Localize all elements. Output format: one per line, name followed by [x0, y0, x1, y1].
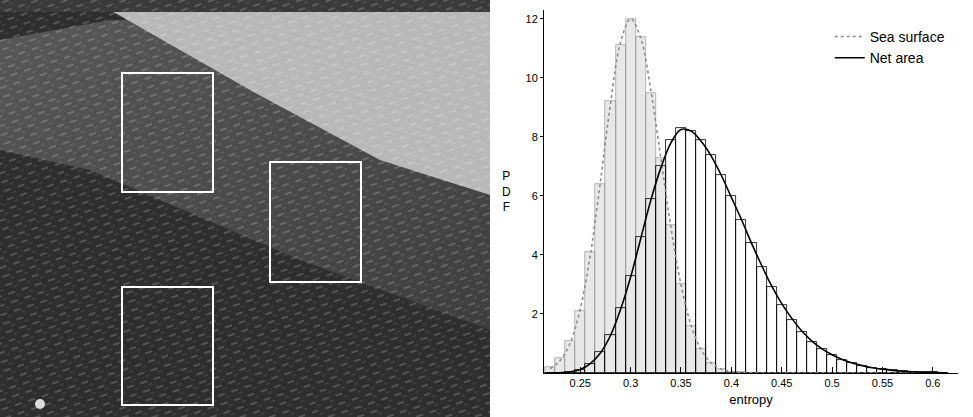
svg-text:0.55: 0.55: [872, 377, 893, 389]
svg-text:Net area: Net area: [870, 50, 924, 66]
svg-text:0.45: 0.45: [771, 377, 792, 389]
svg-text:PDF: PDF: [502, 169, 511, 214]
svg-text:2: 2: [532, 308, 538, 320]
svg-text:0.35: 0.35: [670, 377, 691, 389]
svg-text:0.6: 0.6: [925, 377, 940, 389]
svg-text:0.25: 0.25: [570, 377, 591, 389]
svg-text:4: 4: [532, 249, 538, 261]
svg-text:0.3: 0.3: [623, 377, 638, 389]
svg-text:12: 12: [526, 13, 538, 25]
svg-text:entropy: entropy: [729, 392, 773, 407]
svg-text:0.5: 0.5: [824, 377, 839, 389]
svg-text:0.4: 0.4: [724, 377, 739, 389]
svg-text:8: 8: [532, 131, 538, 143]
svg-text:6: 6: [532, 190, 538, 202]
svg-text:10: 10: [526, 72, 538, 84]
svg-text:Sea surface: Sea surface: [870, 29, 945, 45]
